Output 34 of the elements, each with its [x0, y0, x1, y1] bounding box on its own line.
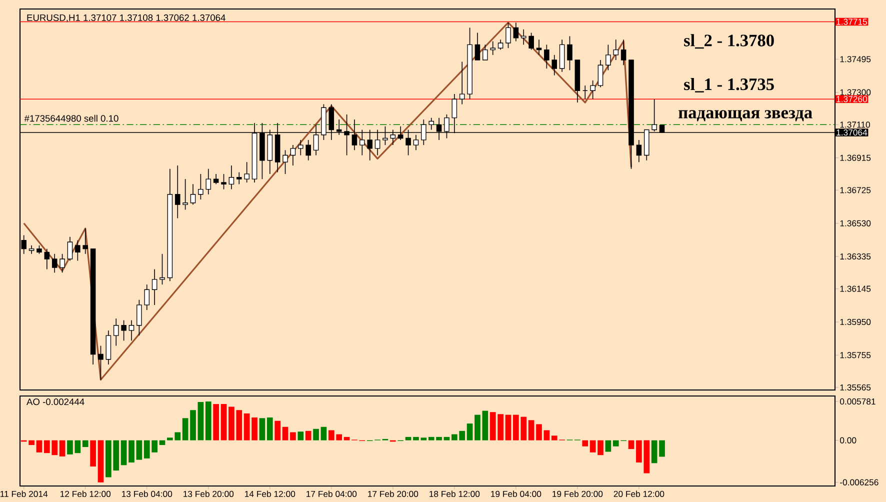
annotation: sl_2 - 1.3780 — [684, 34, 774, 49]
y-tick-label: 1.37110 — [840, 122, 870, 128]
ref-line-label: 1.37715 — [836, 18, 868, 25]
x-tick-label: 18 Feb 12:00 — [430, 490, 480, 498]
y-tick-label: 1.35565 — [840, 384, 871, 390]
x-tick-label: 13 Feb 04:00 — [122, 490, 172, 498]
y-tick-label: 1.35755 — [840, 352, 871, 358]
y-tick-label: 1.37300 — [840, 89, 871, 96]
y-tick-label: -0.006256 — [840, 479, 878, 486]
annotation: падающая звезда — [678, 110, 812, 122]
x-tick-label: 20 Feb 12:00 — [614, 490, 664, 498]
y-tick-label: 1.36145 — [840, 286, 871, 292]
y-tick-label: 1.36530 — [840, 220, 871, 226]
x-tick-label: 19 Feb 20:00 — [552, 490, 603, 498]
y-tick-label: 1.36725 — [840, 187, 871, 194]
y-tick-label: 0.005781 — [840, 398, 876, 405]
chart-title: AO -0.002444 — [26, 398, 84, 406]
annotation: sl_1 - 1.3735 — [684, 78, 774, 92]
ref-line-label: 1.37064 — [836, 129, 868, 136]
x-tick-label: 19 Feb 04:00 — [491, 490, 542, 498]
y-tick-label: 1.36915 — [840, 154, 871, 161]
y-tick-label: 1.35950 — [840, 318, 871, 326]
y-tick-label: 0.00 — [840, 437, 856, 444]
y-tick-label: 1.37495 — [840, 56, 871, 62]
x-tick-label: 12 Feb 12:00 — [60, 490, 111, 498]
y-tick-label: 1.36335 — [840, 253, 871, 260]
x-tick-label: 11 Feb 2014 — [0, 490, 48, 498]
x-tick-label: 17 Feb 20:00 — [368, 490, 418, 498]
x-tick-label: 13 Feb 20:00 — [184, 490, 234, 498]
ref-line-label: 1.37260 — [836, 96, 868, 102]
x-tick-label: 17 Feb 04:00 — [306, 490, 357, 498]
chart-title: EURUSD,H1 1.37107 1.37108 1.37062 1.37064 — [27, 14, 226, 22]
x-tick-label: 14 Feb 12:00 — [245, 490, 296, 498]
annotation: #1735644980 sell 0.10 — [24, 114, 118, 122]
